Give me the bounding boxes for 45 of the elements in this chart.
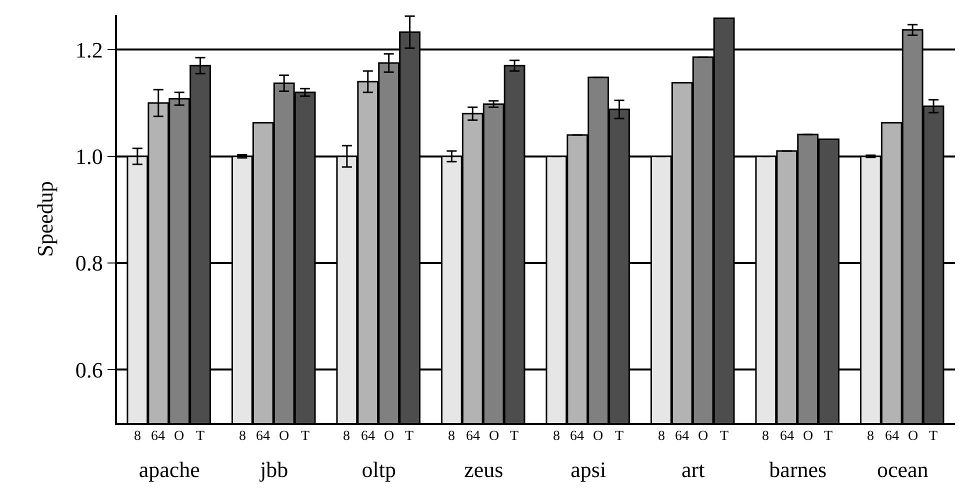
x-tick-label: ocean [876, 457, 928, 482]
y-tick-label: 0.8 [75, 250, 103, 276]
text: 8 [239, 429, 246, 444]
text: T [929, 429, 938, 444]
text: 64 [570, 429, 584, 444]
text: O [174, 429, 184, 444]
text: T [301, 429, 310, 444]
text: 64 [885, 429, 899, 444]
x-tick-label: apsi [570, 457, 606, 482]
text: 8 [658, 429, 665, 444]
text: 8 [134, 429, 141, 444]
text: 8 [553, 429, 560, 444]
text: T [720, 429, 729, 444]
x-tick-label: zeus [464, 457, 504, 482]
series-label: 64 [466, 429, 480, 444]
y-tick-label: 1.0 [75, 144, 103, 170]
x-tick-label: apache [138, 457, 200, 482]
text: 64 [675, 429, 689, 444]
x-tick-label: jbb [259, 457, 288, 482]
y-axis-title: Speedup [32, 181, 58, 257]
text: T [615, 429, 624, 444]
text: 64 [256, 429, 270, 444]
text: T [510, 429, 519, 444]
text: O [803, 429, 814, 444]
text: 8 [762, 429, 769, 444]
x-tick-label: oltp [362, 457, 396, 482]
x-tick-label: art [682, 457, 705, 482]
text: 8 [448, 429, 455, 444]
text: 64 [361, 429, 375, 444]
y-tick-label: 0.6 [75, 357, 103, 382]
text: 8 [867, 429, 874, 444]
text: O [384, 429, 394, 444]
y-tick-label: 1.2 [75, 37, 103, 62]
series-label: T [824, 429, 833, 444]
series-label: 8 [343, 429, 350, 444]
text: O [908, 429, 918, 444]
text: O [279, 429, 290, 444]
text: T [405, 429, 414, 444]
text: O [593, 429, 604, 444]
text: 64 [151, 429, 165, 444]
series-label: O [489, 429, 500, 444]
text: O [698, 429, 708, 444]
x-tick-label: barnes [769, 457, 827, 482]
text: T [196, 429, 205, 444]
text: 64 [780, 429, 794, 444]
